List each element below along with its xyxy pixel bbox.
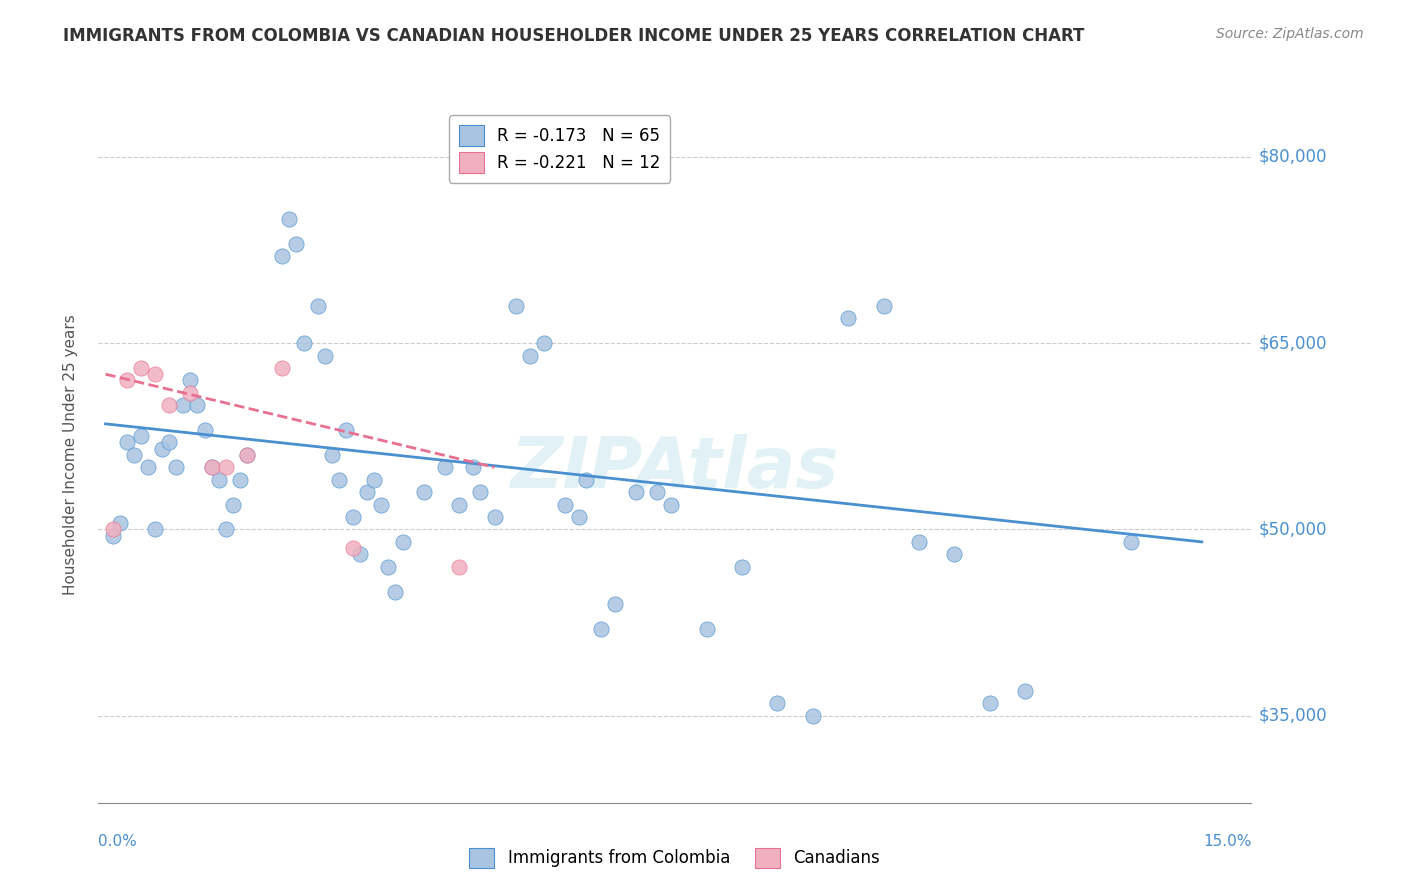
- Y-axis label: Householder Income Under 25 years: Householder Income Under 25 years: [63, 315, 77, 595]
- Point: [328, 473, 350, 487]
- Point: [449, 498, 471, 512]
- Point: [229, 473, 252, 487]
- Point: [165, 460, 187, 475]
- Point: [179, 385, 201, 400]
- Point: [349, 547, 371, 561]
- Point: [370, 498, 392, 512]
- Legend: Immigrants from Colombia, Canadians: Immigrants from Colombia, Canadians: [460, 838, 890, 878]
- Point: [342, 510, 364, 524]
- Point: [200, 460, 222, 475]
- Point: [335, 423, 357, 437]
- Point: [115, 435, 138, 450]
- Point: [624, 485, 647, 500]
- Point: [391, 534, 413, 549]
- Point: [157, 398, 180, 412]
- Point: [979, 697, 1001, 711]
- Text: $50,000: $50,000: [1258, 520, 1327, 539]
- Point: [731, 559, 754, 574]
- Text: 0.0%: 0.0%: [98, 834, 138, 849]
- Point: [505, 299, 527, 313]
- Point: [236, 448, 259, 462]
- Point: [484, 510, 506, 524]
- Point: [215, 460, 238, 475]
- Point: [136, 460, 159, 475]
- Point: [222, 498, 245, 512]
- Point: [285, 236, 308, 251]
- Point: [943, 547, 966, 561]
- Point: [115, 373, 138, 387]
- Point: [837, 311, 859, 326]
- Point: [278, 211, 301, 226]
- Point: [575, 473, 598, 487]
- Point: [236, 448, 259, 462]
- Point: [412, 485, 434, 500]
- Text: ZIPAtlas: ZIPAtlas: [510, 434, 839, 503]
- Point: [292, 336, 315, 351]
- Point: [342, 541, 364, 555]
- Point: [314, 349, 336, 363]
- Point: [908, 534, 931, 549]
- Point: [215, 523, 238, 537]
- Point: [193, 423, 215, 437]
- Point: [271, 360, 294, 375]
- Point: [533, 336, 555, 351]
- Point: [129, 429, 152, 443]
- Point: [519, 349, 541, 363]
- Point: [1014, 684, 1036, 698]
- Point: [271, 249, 294, 263]
- Point: [645, 485, 668, 500]
- Point: [659, 498, 682, 512]
- Point: [143, 367, 166, 381]
- Point: [384, 584, 406, 599]
- Point: [150, 442, 173, 456]
- Point: [589, 622, 612, 636]
- Text: Source: ZipAtlas.com: Source: ZipAtlas.com: [1216, 27, 1364, 41]
- Point: [208, 473, 231, 487]
- Point: [186, 398, 208, 412]
- Text: $65,000: $65,000: [1258, 334, 1327, 352]
- Point: [200, 460, 222, 475]
- Point: [101, 529, 124, 543]
- Point: [172, 398, 194, 412]
- Text: $80,000: $80,000: [1258, 148, 1327, 166]
- Text: IMMIGRANTS FROM COLOMBIA VS CANADIAN HOUSEHOLDER INCOME UNDER 25 YEARS CORRELATI: IMMIGRANTS FROM COLOMBIA VS CANADIAN HOU…: [63, 27, 1084, 45]
- Point: [463, 460, 485, 475]
- Point: [321, 448, 343, 462]
- Point: [801, 708, 824, 723]
- Point: [568, 510, 591, 524]
- Point: [554, 498, 576, 512]
- Point: [363, 473, 385, 487]
- Point: [377, 559, 399, 574]
- Point: [696, 622, 718, 636]
- Point: [108, 516, 131, 531]
- Text: 15.0%: 15.0%: [1204, 834, 1251, 849]
- Point: [872, 299, 894, 313]
- Point: [157, 435, 180, 450]
- Point: [1119, 534, 1142, 549]
- Point: [129, 360, 152, 375]
- Point: [101, 523, 124, 537]
- Point: [434, 460, 457, 475]
- Text: $35,000: $35,000: [1258, 706, 1327, 725]
- Point: [179, 373, 201, 387]
- Point: [766, 697, 789, 711]
- Point: [307, 299, 329, 313]
- Point: [356, 485, 378, 500]
- Point: [603, 597, 626, 611]
- Point: [449, 559, 471, 574]
- Point: [143, 523, 166, 537]
- Point: [122, 448, 145, 462]
- Point: [470, 485, 492, 500]
